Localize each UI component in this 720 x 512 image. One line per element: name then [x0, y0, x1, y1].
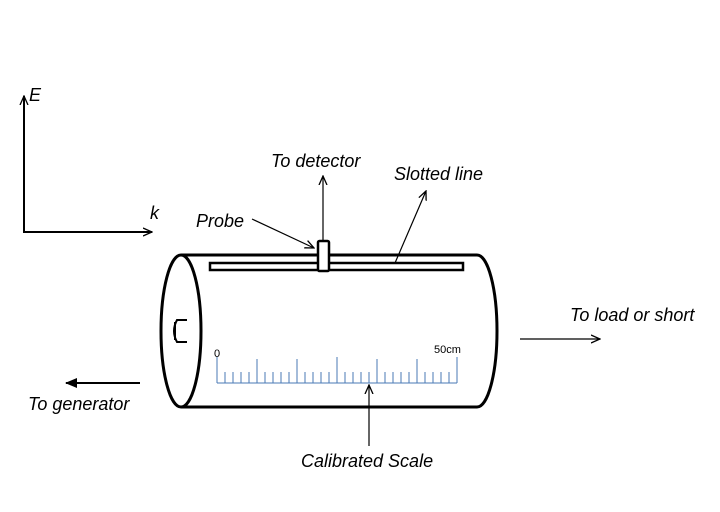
slotted-line-label: Slotted line — [394, 164, 483, 184]
probe-label: Probe — [196, 211, 244, 231]
calibrated-scale — [216, 357, 458, 384]
slotted-line-cylinder — [159, 253, 499, 409]
probe-pointer-arrow — [251, 218, 314, 248]
cylinder-front-end — [159, 253, 203, 409]
calibrated-scale-label: Calibrated Scale — [301, 451, 433, 471]
probe-carriage[interactable] — [316, 239, 331, 273]
k-axis-label: k — [150, 203, 160, 223]
e-axis-label: E — [29, 85, 42, 105]
slot — [208, 261, 465, 272]
scale-start-label: 0 — [214, 348, 220, 360]
to-load-label: To load or short — [570, 305, 695, 325]
slotted-line-pointer-arrow — [394, 191, 426, 264]
to-generator-label: To generator — [28, 394, 130, 414]
ek-axes: E k — [24, 85, 160, 233]
to-detector-label: To detector — [271, 151, 361, 171]
cylinder-body — [181, 253, 499, 409]
scale-end-label: 50cm — [434, 344, 461, 356]
